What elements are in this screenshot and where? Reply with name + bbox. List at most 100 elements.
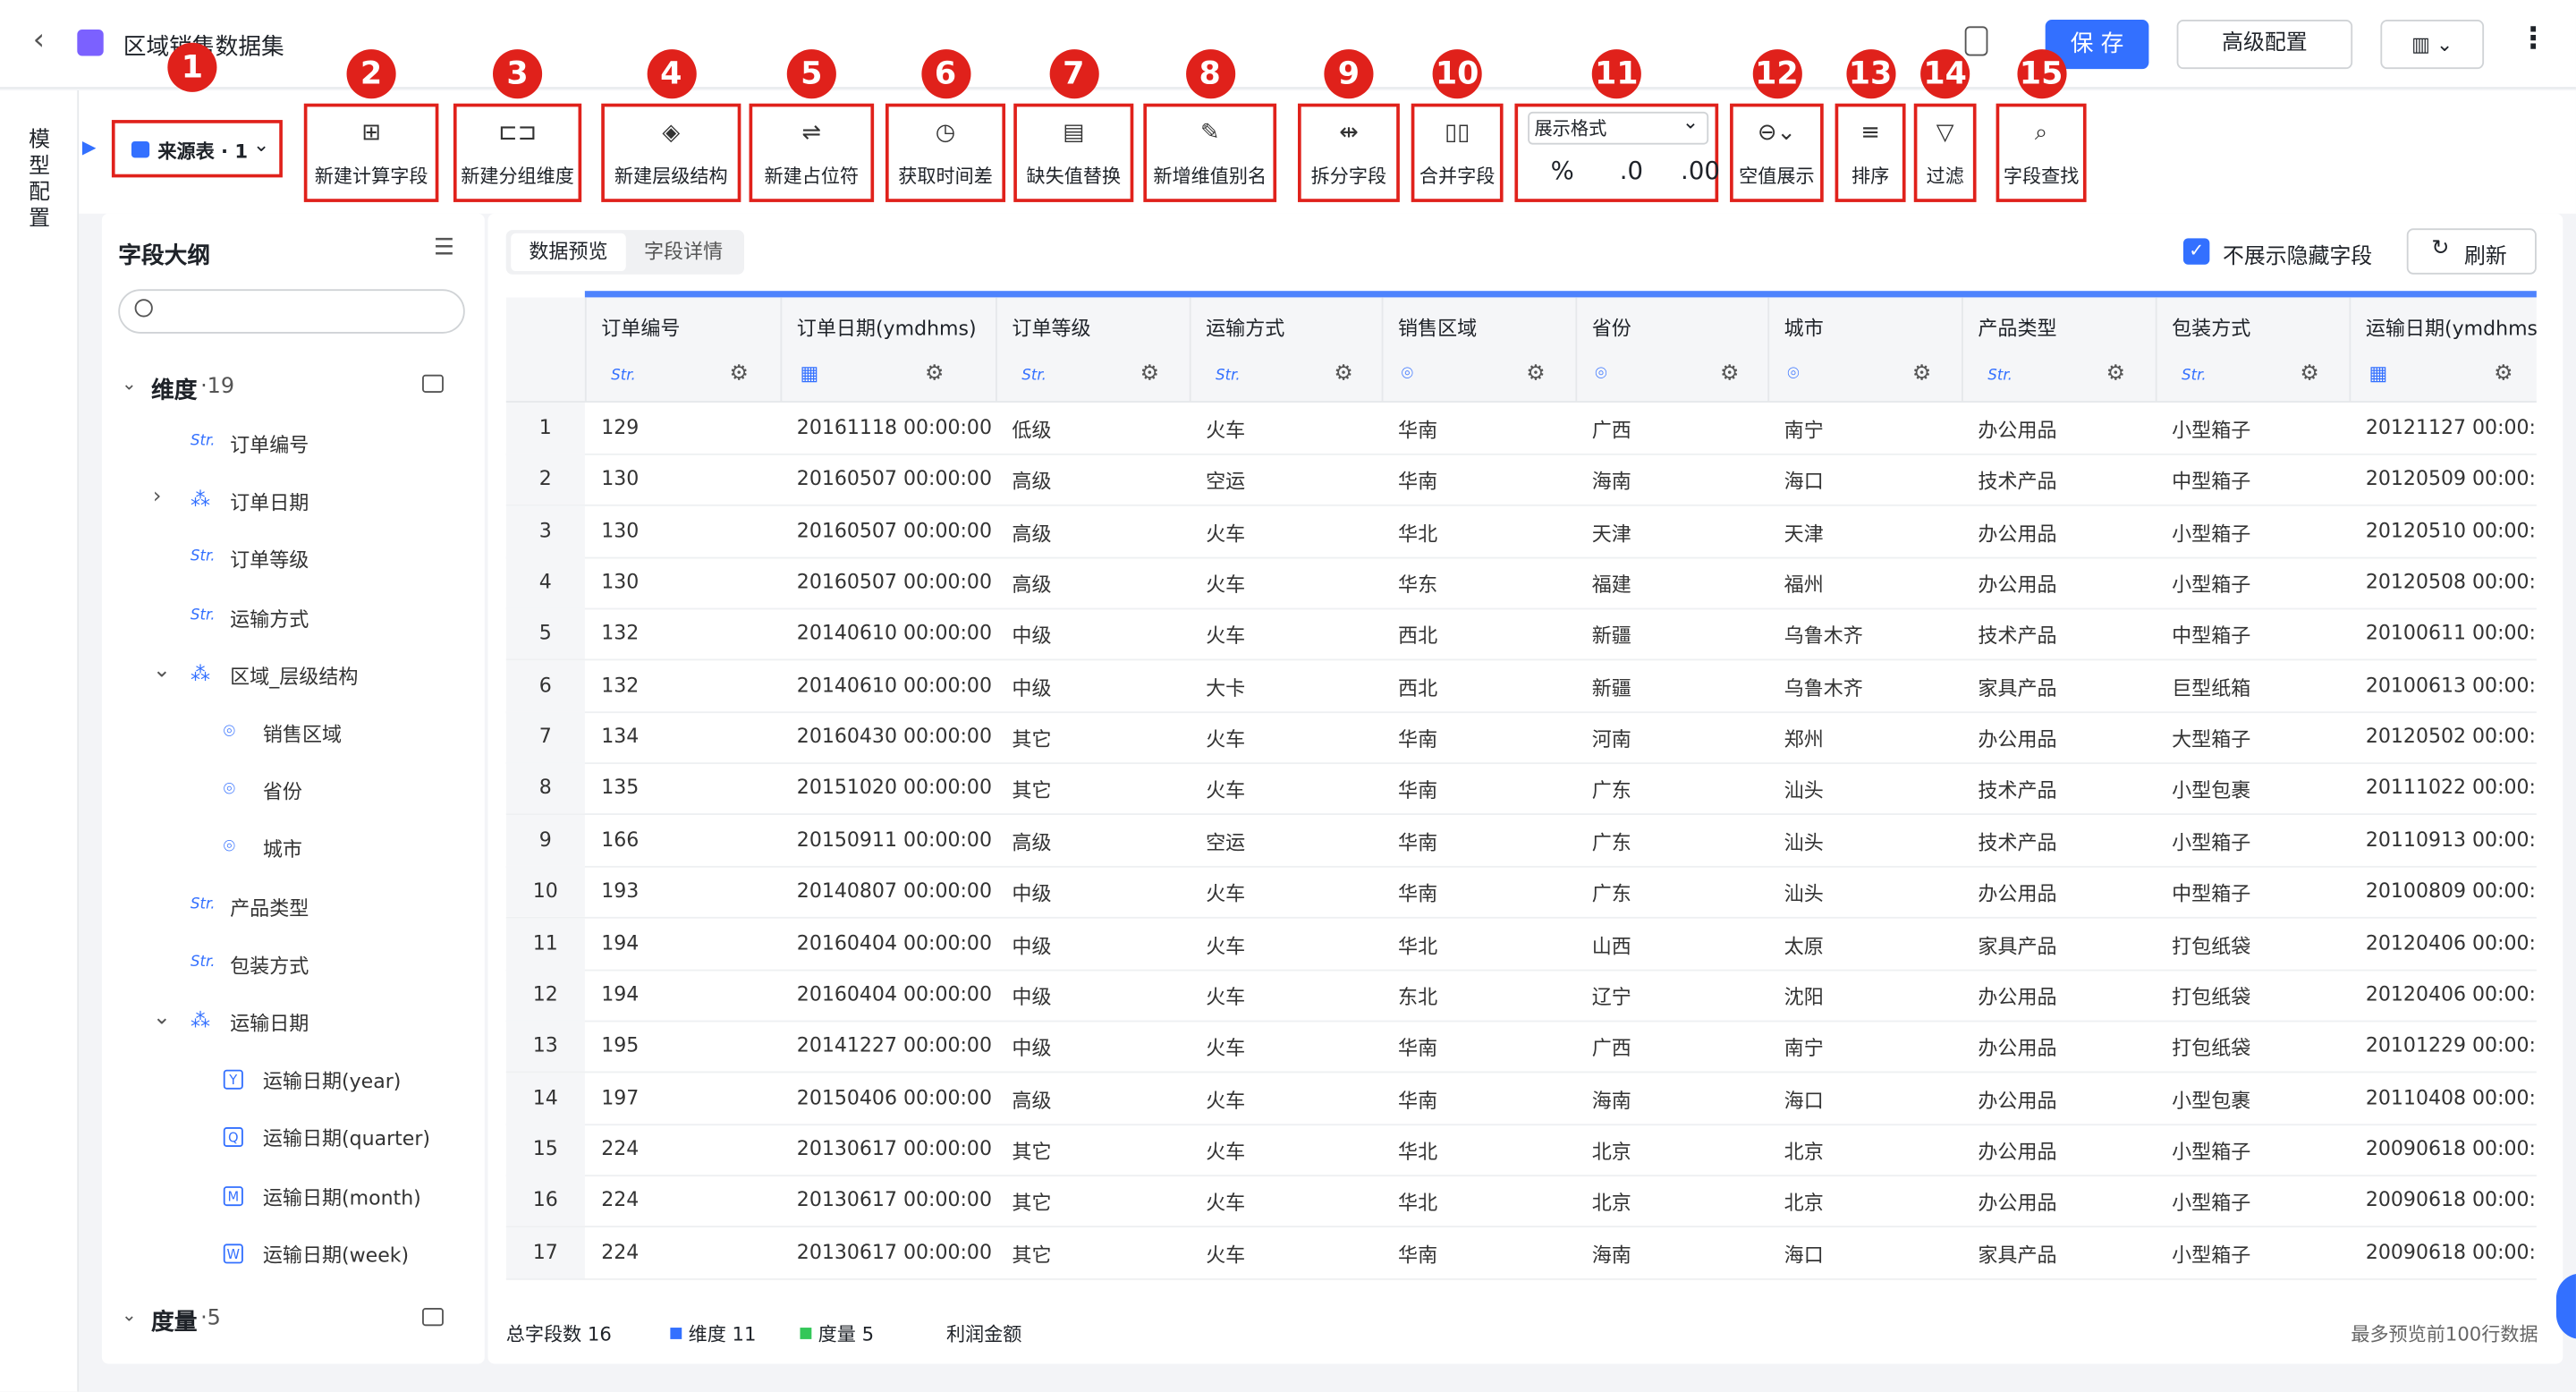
- column-settings[interactable]: ⚙: [729, 361, 749, 386]
- expand-arrow[interactable]: ⌄: [152, 1006, 171, 1031]
- footer-measures: 度量 5: [818, 1322, 875, 1346]
- field-label[interactable]: 销售区域: [262, 723, 343, 746]
- tool-button[interactable]: ▤ 缺失值替换: [1013, 103, 1134, 202]
- tool-icon: ⊏⊐: [498, 120, 538, 147]
- lock-icon[interactable]: [1964, 26, 1988, 56]
- table-cell: 北京: [1591, 1140, 1631, 1164]
- field-label[interactable]: 运输日期: [230, 1012, 309, 1036]
- column-header[interactable]: 城市: [1784, 317, 1824, 341]
- format-option[interactable]: .0: [1619, 156, 1643, 186]
- field-label[interactable]: 城市: [262, 838, 302, 862]
- column-settings[interactable]: ⚙: [1911, 361, 1932, 386]
- field-label[interactable]: 运输日期(quarter): [262, 1127, 431, 1151]
- column-header[interactable]: 省份: [1591, 317, 1631, 341]
- field-label[interactable]: 省份: [262, 780, 302, 804]
- column-header[interactable]: 运输日期(ymdhms): [2365, 317, 2537, 341]
- advanced-button[interactable]: 高级配置: [2176, 20, 2353, 70]
- format-select[interactable]: [1528, 111, 1709, 145]
- tool-button[interactable]: ⊖⌄ 空值展示: [1730, 103, 1824, 202]
- tool-button[interactable]: ≡ 排序: [1835, 103, 1906, 202]
- table-cell: 天津: [1591, 522, 1631, 546]
- column-header[interactable]: 订单等级: [1012, 317, 1091, 341]
- add-folder[interactable]: [422, 1308, 444, 1327]
- column-header[interactable]: 订单日期(ymdhms): [796, 317, 977, 341]
- table-cell: 火车: [1206, 727, 1246, 751]
- chart-dropdown[interactable]: ▥ ⌄: [2380, 20, 2485, 70]
- expand-arrow[interactable]: ›: [152, 485, 162, 510]
- tool-button[interactable]: ▯▯ 合并字段: [1411, 103, 1504, 202]
- column-settings[interactable]: ⚙: [2106, 361, 2126, 386]
- header-row: [505, 297, 2537, 403]
- checkbox[interactable]: ✓: [2182, 238, 2210, 265]
- tool-button[interactable]: ◷ 获取时间差: [885, 103, 1006, 202]
- column-divider: [1962, 297, 1963, 403]
- geo-icon: ⌾: [223, 835, 236, 859]
- column-settings[interactable]: ⚙: [1526, 361, 1546, 386]
- expand-arrow[interactable]: ⌄: [121, 1304, 137, 1327]
- help-button[interactable]: [2555, 1273, 2576, 1339]
- field-label[interactable]: 运输日期(month): [262, 1185, 421, 1210]
- tool-button[interactable]: ⇌ 新建占位符: [749, 103, 875, 202]
- tool-icon: ▽: [1936, 120, 1954, 147]
- column-settings[interactable]: ⚙: [925, 361, 945, 386]
- tool-button[interactable]: ⌕ 字段查找: [1996, 103, 2087, 202]
- field-label[interactable]: 订单日期: [230, 491, 309, 515]
- back-button[interactable]: ‹: [32, 22, 45, 58]
- table-cell: 194: [601, 982, 640, 1006]
- column-settings[interactable]: ⚙: [2300, 361, 2319, 386]
- row-index: 4: [538, 570, 552, 594]
- field-label[interactable]: 运输方式: [230, 607, 309, 631]
- tool-button[interactable]: ⊞ 新建计算字段: [303, 103, 439, 202]
- table-cell: 海南: [1591, 1088, 1631, 1112]
- refresh-button[interactable]: [2406, 228, 2537, 275]
- outline-menu[interactable]: ☰: [433, 234, 454, 262]
- table-cell: 大卡: [1206, 676, 1246, 700]
- column-settings[interactable]: ⚙: [1720, 361, 1740, 386]
- field-label[interactable]: 区域_层级结构: [230, 665, 359, 689]
- expand-arrow[interactable]: ⌄: [152, 658, 171, 683]
- column-settings[interactable]: ⚙: [2494, 361, 2513, 386]
- table-cell: 家具产品: [1978, 676, 2057, 700]
- column-header[interactable]: 订单编号: [601, 317, 681, 341]
- more-button[interactable]: ⋮: [2518, 21, 2548, 56]
- tab[interactable]: 数据预览: [511, 233, 626, 272]
- field-label[interactable]: 运输日期(week): [262, 1243, 410, 1267]
- tool-button[interactable]: ✎ 新增维值别名: [1143, 103, 1277, 202]
- add-folder[interactable]: [422, 374, 444, 393]
- column-header[interactable]: 包装方式: [2172, 317, 2251, 341]
- column-header[interactable]: 销售区域: [1398, 317, 1478, 341]
- tool-button[interactable]: ▽ 过滤: [1913, 103, 1977, 202]
- measure-count: ·5: [200, 1306, 221, 1331]
- preview-panel: [487, 213, 2563, 1364]
- tab[interactable]: 字段详情: [643, 240, 724, 263]
- field-label[interactable]: 订单等级: [230, 549, 309, 573]
- source-button[interactable]: 来源表 · 1 ⌄: [111, 120, 283, 178]
- tool-label: 合并字段: [1419, 164, 1496, 188]
- tool-button[interactable]: ◈ 新建层级结构: [601, 103, 741, 202]
- field-label[interactable]: 订单编号: [230, 433, 309, 457]
- tool-button[interactable]: ⇹ 拆分字段: [1297, 103, 1400, 202]
- source-icon: [131, 140, 150, 158]
- table-cell: 巨型纸箱: [2172, 676, 2251, 700]
- table-cell: 华南: [1398, 1037, 1438, 1061]
- save-button[interactable]: 保 存: [2045, 20, 2149, 70]
- table-cell: 技术产品: [1978, 470, 2057, 494]
- field-label[interactable]: 产品类型: [230, 896, 309, 920]
- expand-arrow[interactable]: ⌄: [121, 372, 137, 395]
- column-header[interactable]: 产品类型: [1978, 317, 2057, 341]
- collapse-arrow[interactable]: ▶: [81, 136, 97, 158]
- field-label[interactable]: 运输日期(year): [262, 1070, 402, 1093]
- column-divider: [1767, 297, 1770, 403]
- format-option[interactable]: %: [1550, 156, 1574, 186]
- column-settings[interactable]: ⚙: [1334, 361, 1353, 386]
- table-cell: 火车: [1206, 882, 1246, 906]
- format-option[interactable]: .00: [1681, 156, 1720, 186]
- field-label[interactable]: 包装方式: [230, 954, 309, 978]
- side-tab[interactable]: 模型配置: [29, 128, 51, 232]
- tool-button[interactable]: ⊏⊐ 新建分组维度: [453, 103, 582, 202]
- search-box[interactable]: [118, 289, 465, 334]
- column-settings[interactable]: ⚙: [1140, 361, 1160, 386]
- column-header[interactable]: 运输方式: [1206, 317, 1285, 341]
- tool-button[interactable]: 展示格式 ⌄% .0 .00: [1514, 103, 1720, 202]
- step-badge: 2: [346, 49, 396, 99]
